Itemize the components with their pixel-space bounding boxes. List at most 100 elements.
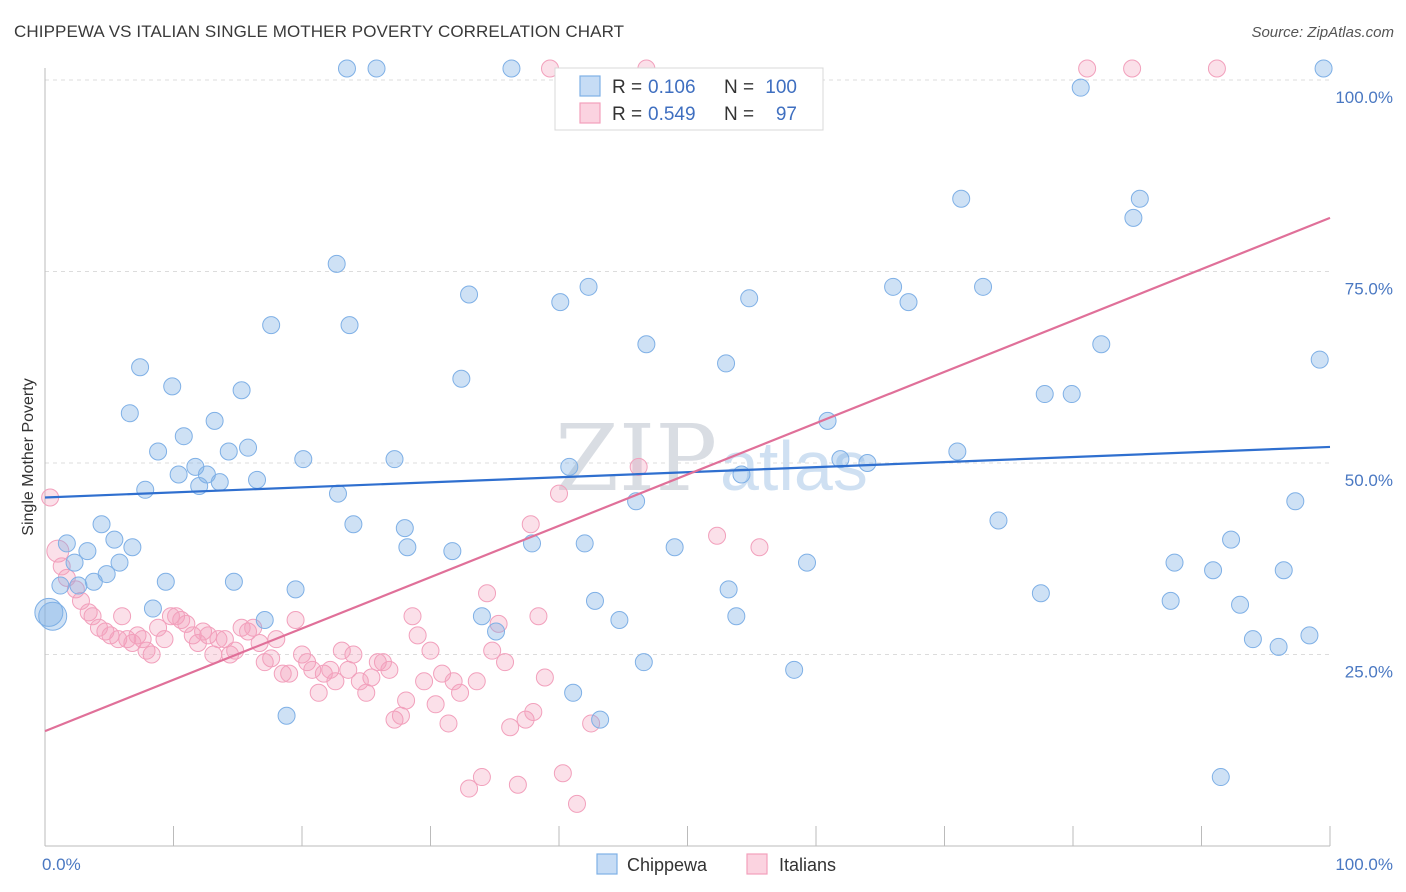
- chippewa-point-59: [591, 710, 610, 729]
- chippewa-point-79: [974, 277, 993, 296]
- chippewa-point-70: [785, 660, 804, 679]
- italians-point-62: [397, 691, 416, 710]
- italians-point-96: [1123, 59, 1142, 78]
- italians-point-88: [553, 764, 572, 783]
- chippewa-point-41: [344, 515, 363, 534]
- chippewa-point-37: [327, 254, 346, 273]
- italians-point-85: [535, 668, 554, 687]
- trend-lines: [44, 216, 1331, 733]
- chippewa-point-44: [395, 519, 414, 538]
- italians-point-50: [326, 672, 345, 691]
- italians-points: [41, 59, 1226, 813]
- chippewa-point-14: [131, 358, 150, 377]
- chippewa-point-71: [798, 553, 817, 572]
- source-label: Source: ZipAtlas.com: [1251, 24, 1394, 41]
- chippewa-point-73: [831, 450, 850, 469]
- italians-point-16: [133, 630, 152, 649]
- chippewa-point-42: [367, 59, 386, 78]
- italians-point-59: [380, 660, 399, 679]
- chippewa-point-74: [858, 454, 877, 472]
- chippewa-point-39: [337, 59, 356, 78]
- italians-point-21: [161, 607, 180, 626]
- italians-point-39: [262, 649, 281, 668]
- chippewa-trend-line: [44, 445, 1331, 499]
- chart-title: CHIPPEWA VS ITALIAN SINGLE MOTHER POVERT…: [14, 22, 625, 41]
- italians-point-94: [629, 457, 648, 476]
- italians-point-42: [280, 664, 299, 683]
- chippewa-point-58: [585, 591, 604, 610]
- chippewa-point-21: [174, 427, 193, 446]
- chippewa-point-17: [149, 442, 168, 461]
- chippewa-point-60: [610, 611, 629, 630]
- italians-point-65: [415, 672, 434, 691]
- legend-n-label-chippewa: N =: [724, 77, 754, 98]
- chippewa-point-32: [255, 611, 274, 630]
- chippewa-point-78: [952, 189, 971, 208]
- italians-point-82: [521, 515, 540, 534]
- y-tick-label-0: 25.0%: [1345, 663, 1393, 682]
- chippewa-point-57: [579, 277, 598, 296]
- chippewa-point-29: [232, 381, 251, 400]
- chippewa-point-16: [143, 599, 162, 618]
- chippewa-point-64: [665, 538, 684, 557]
- bottom-legend: Chippewa Italians: [596, 853, 836, 875]
- chippewa-points: [34, 59, 1333, 787]
- chippewa-point-99: [1310, 350, 1329, 369]
- chippewa-point-75: [884, 277, 903, 296]
- chippewa-point-82: [1035, 385, 1054, 404]
- italians-point-69: [439, 714, 458, 733]
- chippewa-point-12: [120, 404, 139, 423]
- italians-point-55: [357, 683, 376, 702]
- chippewa-point-15: [136, 480, 155, 499]
- chippewa-point-83: [1062, 385, 1081, 404]
- chippewa-point-89: [1165, 553, 1184, 572]
- chippewa-point-0: [34, 597, 64, 627]
- chippewa-point-88: [1161, 591, 1180, 610]
- chippewa-point-94: [1243, 630, 1262, 649]
- chippewa-point-80: [989, 511, 1008, 530]
- italians-point-18: [142, 645, 161, 664]
- chippewa-point-62: [634, 653, 653, 672]
- italians-point-12: [113, 607, 132, 626]
- italians-point-63: [403, 607, 422, 626]
- chippewa-point-35: [286, 580, 305, 599]
- chippewa-point-48: [460, 285, 479, 304]
- italians-point-92: [708, 526, 727, 545]
- italians-point-67: [426, 695, 445, 714]
- chippewa-point-91: [1211, 768, 1230, 787]
- bottom-legend-swatch-chippewa: [596, 853, 618, 875]
- italians-point-72: [460, 779, 479, 798]
- legend-r-label-italians: R =: [612, 104, 642, 125]
- italians-point-74: [472, 768, 491, 787]
- chippewa-point-63: [637, 335, 656, 354]
- chippewa-point-77: [948, 442, 967, 461]
- legend-r-value-chippewa: 0.106: [648, 77, 696, 98]
- italians-point-73: [467, 672, 486, 691]
- y-tick-label-2: 75.0%: [1345, 280, 1393, 299]
- chippewa-point-26: [210, 473, 229, 492]
- italians-point-58: [373, 653, 392, 672]
- chippewa-point-34: [277, 706, 296, 725]
- legend-swatch-chippewa: [579, 75, 601, 97]
- chippewa-point-30: [239, 438, 258, 457]
- legend: R = 0.106 N = 100 R = 0.549 N = 97: [554, 67, 824, 131]
- italians-point-71: [451, 683, 470, 702]
- italians-point-30: [209, 630, 228, 649]
- chippewa-point-81: [1031, 584, 1050, 603]
- legend-r-value-italians: 0.549: [648, 104, 696, 125]
- italians-point-95: [1078, 59, 1097, 78]
- legend-n-label-italians: N =: [724, 104, 754, 125]
- chippewa-point-85: [1092, 335, 1111, 354]
- chippewa-point-6: [78, 542, 97, 561]
- chippewa-point-98: [1300, 626, 1319, 645]
- italians-point-46: [303, 660, 322, 679]
- italians-point-43: [286, 611, 305, 630]
- chippewa-point-51: [502, 59, 521, 78]
- y-tick-label-3: 100.0%: [1335, 88, 1393, 107]
- chippewa-point-45: [398, 538, 417, 557]
- italians-point-79: [501, 718, 520, 737]
- chippewa-point-1: [38, 601, 68, 631]
- italians-point-61: [391, 706, 410, 725]
- chippewa-point-8: [92, 515, 111, 534]
- grid-lines: [45, 79, 1330, 655]
